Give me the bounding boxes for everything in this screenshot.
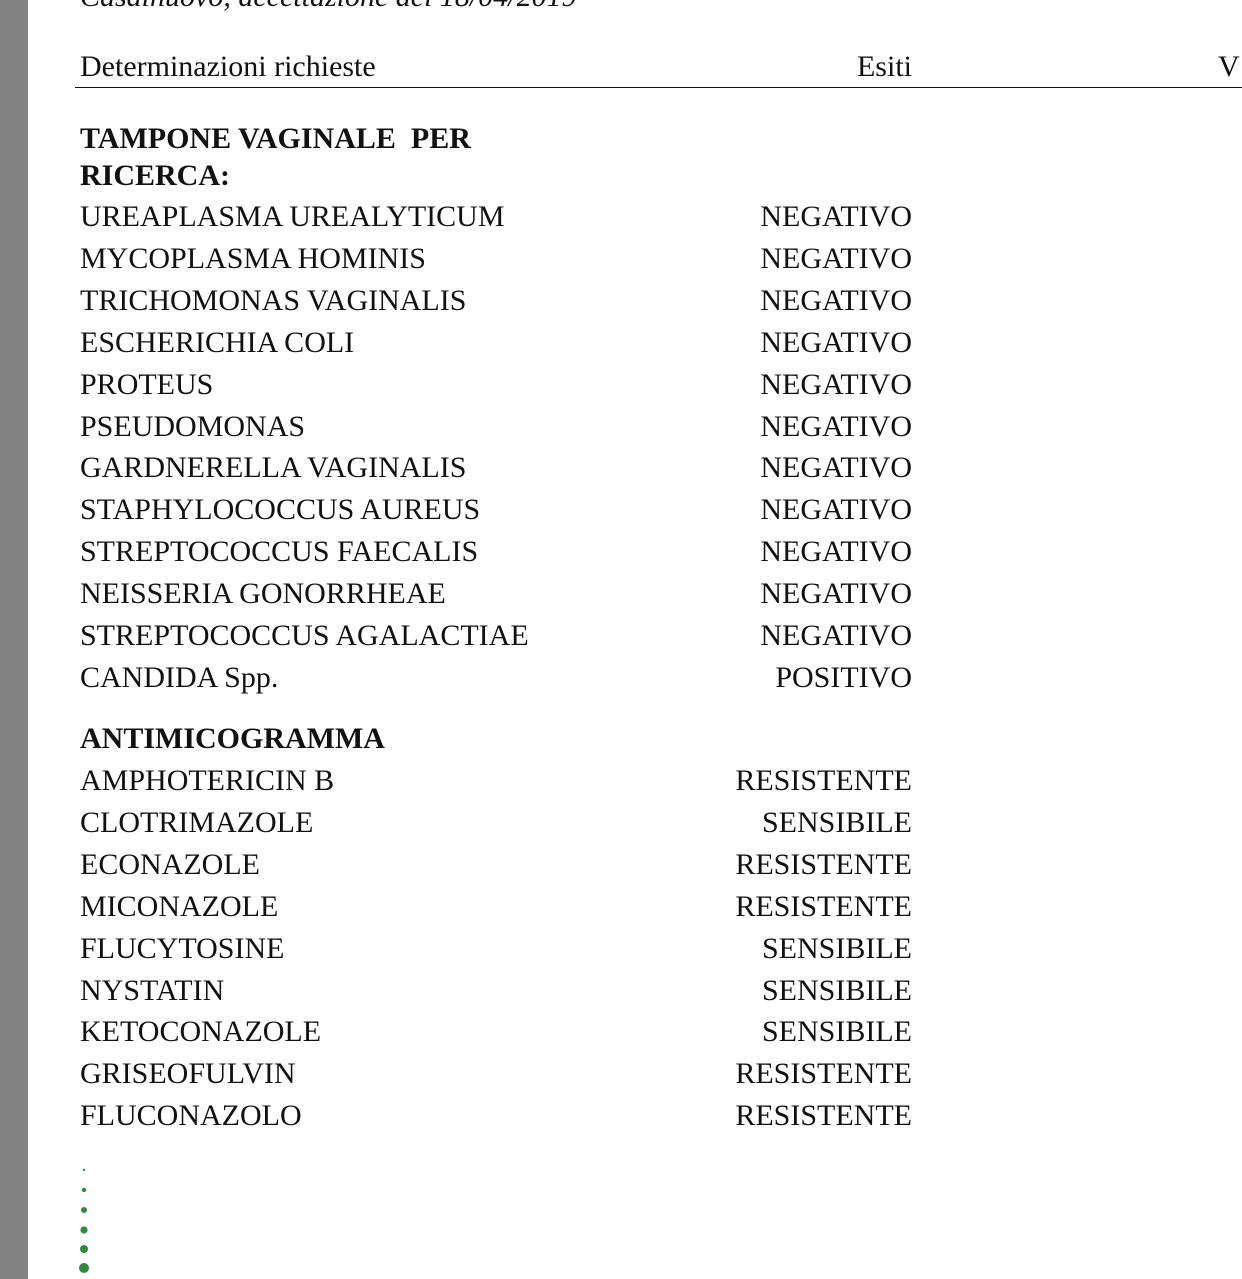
- column-header: Esiti: [856, 50, 912, 83]
- test-name: TRICHOMONAS VAGINALIS: [80, 283, 467, 317]
- test-result: NEGATIVO: [760, 200, 912, 233]
- location: Casalnuovo, accettazione del 18/04/2019: [80, 0, 577, 18]
- test-result: NEGATIVO: [760, 451, 912, 485]
- column-header: V: [1218, 50, 1240, 83]
- test-name: NEISSERIA GONORRHEAE: [80, 577, 446, 611]
- test-result: NEGATIVO: [760, 535, 912, 569]
- test-name: KETOCONAZOLE: [80, 1015, 322, 1049]
- test-result: SENSIBILE: [762, 931, 912, 965]
- test-name: GARDNERELLA VAGINALIS: [80, 451, 467, 485]
- test-name: STAPHYLOCOCCUS AUREUS: [80, 493, 481, 527]
- test-result: RESISTENTE: [735, 1099, 912, 1133]
- test-result: SENSIBILE: [762, 973, 912, 1007]
- test-name: MYCOPLASMA HOMINIS: [80, 241, 426, 275]
- test-result: POSITIVO: [775, 660, 912, 694]
- test-name: MICONAZOLE: [80, 889, 279, 923]
- test-name: UREAPLASMA UREALYTICUM: [80, 200, 505, 233]
- test-name: FLUCYTOSINE: [80, 931, 285, 965]
- test-result: RESISTENTE: [735, 764, 912, 797]
- test-name: ESCHERICHIA COLI: [80, 325, 355, 359]
- test-name: AMPHOTERICIN B: [80, 764, 335, 797]
- test-result: RESISTENTE: [735, 889, 912, 923]
- test-result: NEGATIVO: [760, 619, 912, 652]
- test-result: RESISTENTE: [735, 847, 912, 881]
- test-result: SENSIBILE: [762, 1015, 912, 1049]
- header-rule: [75, 87, 1242, 88]
- dots: [79, 1168, 89, 1273]
- test-result: NEGATIVO: [760, 409, 912, 443]
- test-result: RESISTENTE: [735, 1057, 912, 1091]
- test-result: SENSIBILE: [762, 805, 912, 839]
- test-name: ECONAZOLE: [80, 847, 260, 881]
- test-name: CANDIDA Spp.: [80, 660, 279, 694]
- test-name: CLOTRIMAZOLE: [80, 805, 314, 839]
- test-name: FLUCONAZOLO: [80, 1099, 302, 1133]
- test-name: NYSTATIN: [80, 973, 225, 1007]
- test-name: STREPTOCOCCUS FAECALIS: [80, 535, 479, 569]
- section-title: ANTIMICOGRAMMA: [80, 722, 385, 755]
- test-name: STREPTOCOCCUS AGALACTIAE: [80, 619, 529, 652]
- test-result: NEGATIVO: [760, 283, 912, 317]
- column-header: Determinazioni richieste: [80, 50, 376, 83]
- section-title: TAMPONE VAGINALE PER RICERCA:: [80, 122, 479, 192]
- test-result: NEGATIVO: [760, 325, 912, 359]
- test-result: NEGATIVO: [760, 241, 912, 275]
- test-result: NEGATIVO: [760, 577, 912, 611]
- test-result: NEGATIVO: [760, 493, 912, 527]
- side-bar: [0, 0, 28, 1279]
- test-name: PROTEUS: [80, 367, 214, 401]
- test-name: GRISEOFULVIN: [80, 1057, 296, 1091]
- test-name: PSEUDOMONAS: [80, 409, 306, 443]
- test-result: NEGATIVO: [760, 367, 912, 401]
